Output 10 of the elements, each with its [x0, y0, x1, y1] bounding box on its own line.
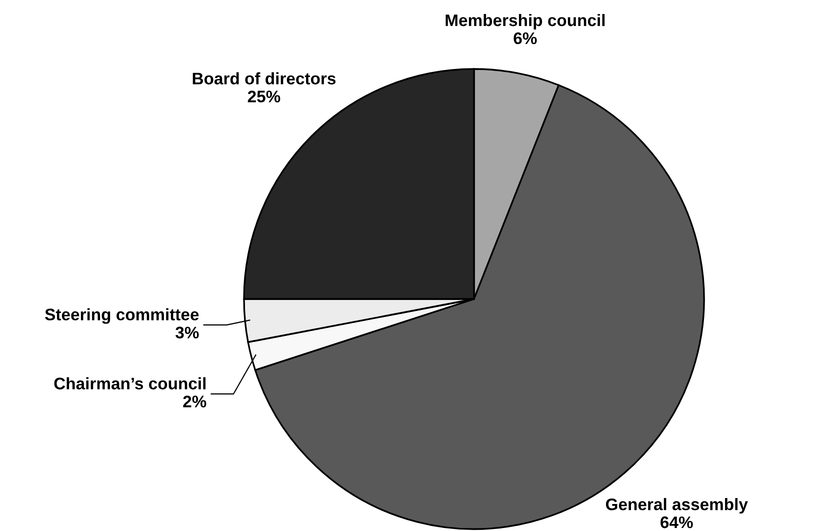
data-label: 6%: [514, 32, 537, 44]
data-label: 3%: [176, 326, 199, 338]
slice-label: Board of directors: [192, 72, 336, 84]
data-label: 64%: [660, 516, 693, 528]
data-label: 2%: [183, 396, 206, 408]
data-label: 25%: [248, 90, 280, 102]
slice-label: Chairman’s council: [54, 377, 206, 390]
slice-label: Membership council: [446, 14, 605, 30]
slice-label: General assembly: [606, 498, 748, 514]
slice-label: Steering committee: [45, 308, 199, 324]
